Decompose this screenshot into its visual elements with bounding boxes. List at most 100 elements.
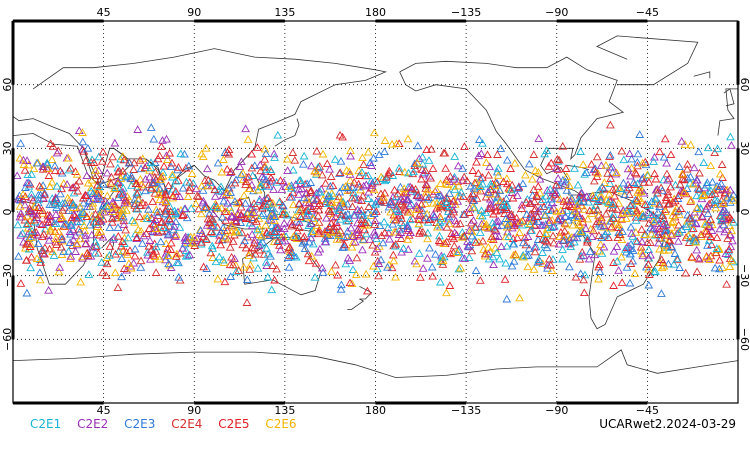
occultation-marker — [559, 235, 569, 244]
occultation-marker — [719, 214, 729, 222]
occultation-marker — [262, 243, 271, 252]
occultation-marker — [125, 246, 135, 254]
occultation-marker — [442, 199, 451, 207]
occultation-marker — [646, 210, 656, 219]
occultation-marker — [491, 189, 500, 198]
occultation-marker — [380, 228, 390, 237]
occultation-marker — [414, 219, 424, 228]
occultation-marker — [32, 158, 42, 167]
occultation-marker — [368, 240, 377, 249]
occultation-marker — [725, 198, 735, 206]
occultation-marker — [630, 168, 640, 177]
occultation-marker — [515, 293, 524, 302]
occultation-marker — [98, 147, 108, 156]
occultation-marker — [541, 220, 551, 228]
occultation-marker — [491, 243, 500, 252]
occultation-marker — [669, 217, 678, 225]
left-lat-tick-label: −60 — [1, 328, 14, 351]
occultation-marker — [484, 204, 494, 213]
occultation-marker — [357, 215, 367, 223]
occultation-marker — [97, 258, 106, 266]
bottom-lon-tick-label: 45 — [97, 404, 111, 417]
occultation-marker — [279, 224, 289, 233]
occultation-marker — [363, 147, 373, 156]
occultation-marker — [190, 241, 200, 249]
occultation-marker — [181, 246, 191, 255]
occultation-marker — [113, 176, 123, 185]
occultation-marker — [321, 178, 330, 187]
occultation-marker — [707, 198, 716, 206]
occultation-marker — [672, 254, 682, 262]
occultation-marker — [480, 249, 490, 258]
occultation-marker — [454, 264, 464, 273]
occultation-marker — [467, 246, 477, 255]
occultation-marker — [495, 254, 504, 263]
occultation-marker — [246, 203, 255, 212]
occultation-marker — [259, 173, 269, 182]
occultation-marker — [574, 220, 583, 228]
occultation-marker — [241, 177, 251, 186]
occultation-marker — [622, 205, 632, 214]
occultation-marker — [50, 161, 60, 170]
occultation-marker — [81, 239, 90, 248]
occultation-marker — [597, 249, 607, 257]
occultation-marker — [123, 233, 133, 242]
occultation-marker — [595, 260, 604, 268]
occultation-marker — [675, 162, 684, 171]
occultation-marker — [513, 184, 523, 192]
occultation-marker — [181, 163, 191, 172]
occultation-marker — [476, 174, 485, 183]
occultation-marker — [360, 220, 370, 229]
occultation-marker — [589, 176, 599, 185]
occultation-marker — [91, 166, 100, 174]
occultation-marker — [65, 254, 75, 263]
occultation-marker — [372, 177, 382, 186]
occultation-marker — [298, 233, 308, 242]
occultation-marker — [657, 255, 667, 263]
occultation-marker — [32, 254, 42, 262]
occultation-marker — [644, 270, 654, 278]
occultation-marker — [507, 261, 517, 270]
occultation-marker — [172, 258, 182, 267]
top-lon-tick-label: −45 — [636, 6, 659, 19]
occultation-marker — [562, 186, 572, 194]
occultation-marker — [443, 180, 452, 188]
occultation-marker — [323, 191, 333, 200]
occultation-marker — [526, 209, 536, 218]
occultation-marker — [273, 224, 283, 233]
occultation-marker — [494, 232, 504, 240]
occultation-marker — [232, 198, 242, 207]
occultation-marker — [218, 212, 227, 221]
occultation-marker — [700, 219, 710, 228]
occultation-marker — [702, 226, 711, 235]
occultation-marker — [554, 155, 564, 164]
occultation-marker — [659, 261, 669, 270]
occultation-marker — [113, 178, 123, 187]
occultation-marker — [493, 171, 503, 179]
occultation-marker — [412, 158, 422, 167]
occultation-marker — [294, 199, 304, 208]
occultation-marker — [617, 252, 626, 261]
occultation-marker — [292, 216, 302, 225]
occultation-marker — [594, 231, 604, 239]
occultation-marker — [650, 198, 660, 207]
occultation-marker — [555, 195, 565, 203]
occultation-marker — [558, 175, 568, 184]
occultation-marker — [591, 201, 600, 209]
legend-item-c2e1: C2E1 — [30, 417, 62, 431]
occultation-marker — [629, 178, 638, 186]
occultation-marker — [290, 212, 300, 221]
occultation-marker — [681, 233, 691, 241]
occultation-marker — [266, 251, 275, 260]
occultation-marker — [164, 181, 173, 190]
occultation-marker — [627, 154, 636, 163]
occultation-marker — [197, 209, 206, 218]
occultation-marker — [404, 168, 413, 177]
occultation-marker — [200, 203, 209, 211]
occultation-marker — [16, 279, 26, 287]
occultation-marker — [322, 159, 332, 168]
occultation-marker — [153, 228, 163, 236]
occultation-marker — [113, 204, 123, 213]
occultation-marker — [52, 203, 62, 211]
occultation-marker — [324, 205, 334, 214]
